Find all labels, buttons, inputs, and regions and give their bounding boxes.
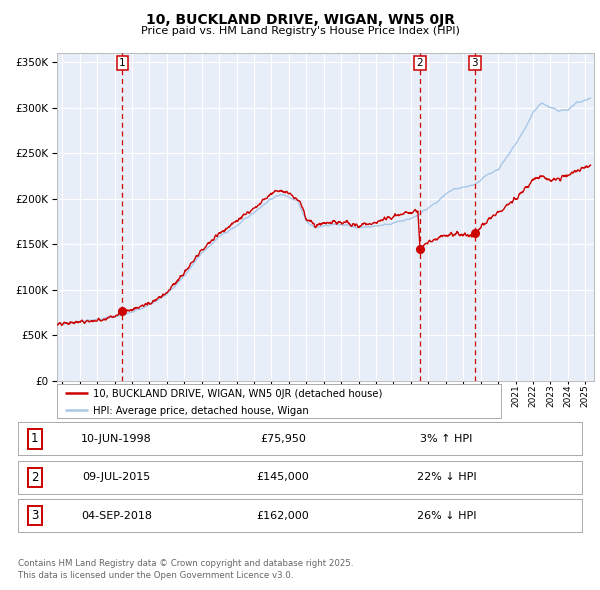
Text: 3: 3 [31,509,38,522]
Text: 2: 2 [416,58,424,68]
Text: Price paid vs. HM Land Registry's House Price Index (HPI): Price paid vs. HM Land Registry's House … [140,26,460,36]
Text: 10, BUCKLAND DRIVE, WIGAN, WN5 0JR: 10, BUCKLAND DRIVE, WIGAN, WN5 0JR [146,13,455,27]
Text: 10, BUCKLAND DRIVE, WIGAN, WN5 0JR (detached house): 10, BUCKLAND DRIVE, WIGAN, WN5 0JR (deta… [94,389,383,399]
Text: HPI: Average price, detached house, Wigan: HPI: Average price, detached house, Wiga… [94,406,309,416]
Text: 3: 3 [472,58,478,68]
Text: £162,000: £162,000 [257,511,310,520]
Text: £145,000: £145,000 [257,473,310,482]
Text: 26% ↓ HPI: 26% ↓ HPI [417,511,476,520]
Text: 22% ↓ HPI: 22% ↓ HPI [417,473,476,482]
Text: 2: 2 [31,471,38,484]
Text: 3% ↑ HPI: 3% ↑ HPI [421,434,473,444]
Text: Contains HM Land Registry data © Crown copyright and database right 2025.: Contains HM Land Registry data © Crown c… [18,559,353,568]
Text: 10-JUN-1998: 10-JUN-1998 [82,434,152,444]
Text: 1: 1 [119,58,125,68]
Text: This data is licensed under the Open Government Licence v3.0.: This data is licensed under the Open Gov… [18,571,293,579]
Text: 1: 1 [31,432,38,445]
Text: 04-SEP-2018: 04-SEP-2018 [81,511,152,520]
Text: £75,950: £75,950 [260,434,306,444]
Text: 09-JUL-2015: 09-JUL-2015 [83,473,151,482]
